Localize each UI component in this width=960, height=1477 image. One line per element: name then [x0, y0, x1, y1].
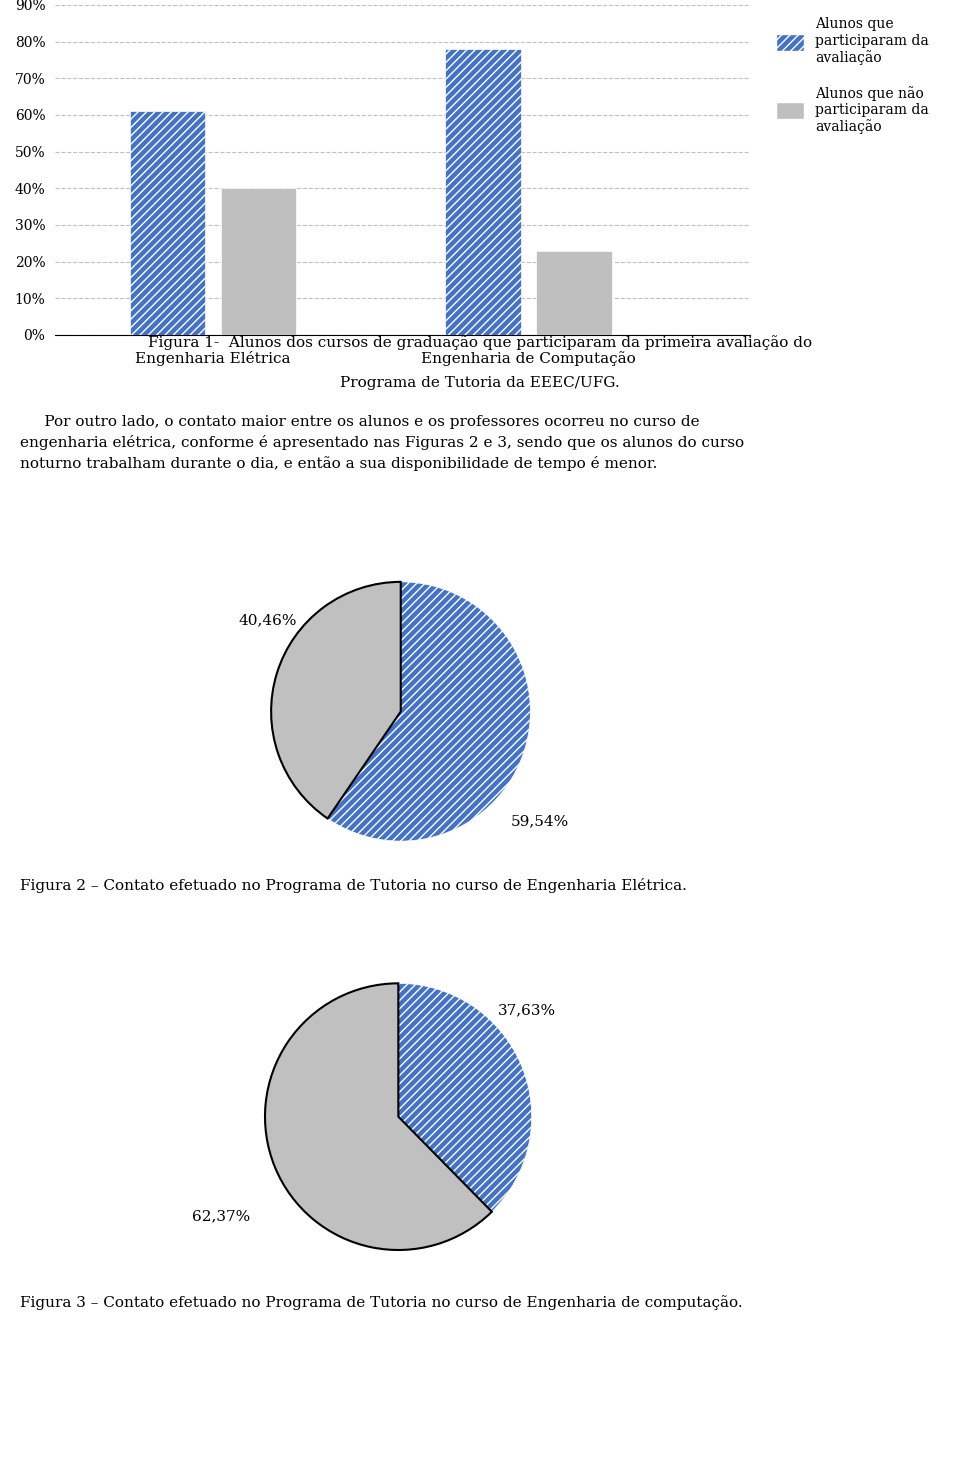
Text: 37,63%: 37,63% — [498, 1003, 557, 1018]
Wedge shape — [327, 582, 530, 840]
Bar — [537, 251, 612, 335]
Bar — [445, 49, 521, 335]
Text: 59,54%: 59,54% — [511, 815, 569, 829]
Text: Por outro lado, o contato maior entre os alunos e os professores ocorreu no curs: Por outro lado, o contato maior entre os… — [20, 415, 744, 471]
Wedge shape — [265, 984, 492, 1250]
Text: 62,37%: 62,37% — [192, 1210, 250, 1223]
Bar — [130, 111, 205, 335]
Text: Programa de Tutoria da EEEC/UFG.: Programa de Tutoria da EEEC/UFG. — [340, 377, 620, 390]
Wedge shape — [398, 984, 532, 1211]
Text: Figura 3 – Contato efetuado no Programa de Tutoria no curso de Engenharia de com: Figura 3 – Contato efetuado no Programa … — [20, 1295, 743, 1310]
Legend: Alunos que
participaram da
avaliação, Alunos que não
participaram da
avaliação: Alunos que participaram da avaliação, Al… — [771, 12, 935, 140]
Text: 40,46%: 40,46% — [239, 614, 298, 628]
Text: Figura 1-  Alunos dos cursos de graduação que participaram da primeira avaliação: Figura 1- Alunos dos cursos de graduação… — [148, 335, 812, 350]
Wedge shape — [271, 582, 400, 818]
Bar — [221, 189, 297, 335]
Text: Figura 2 – Contato efetuado no Programa de Tutoria no curso de Engenharia Elétri: Figura 2 – Contato efetuado no Programa … — [20, 877, 686, 894]
